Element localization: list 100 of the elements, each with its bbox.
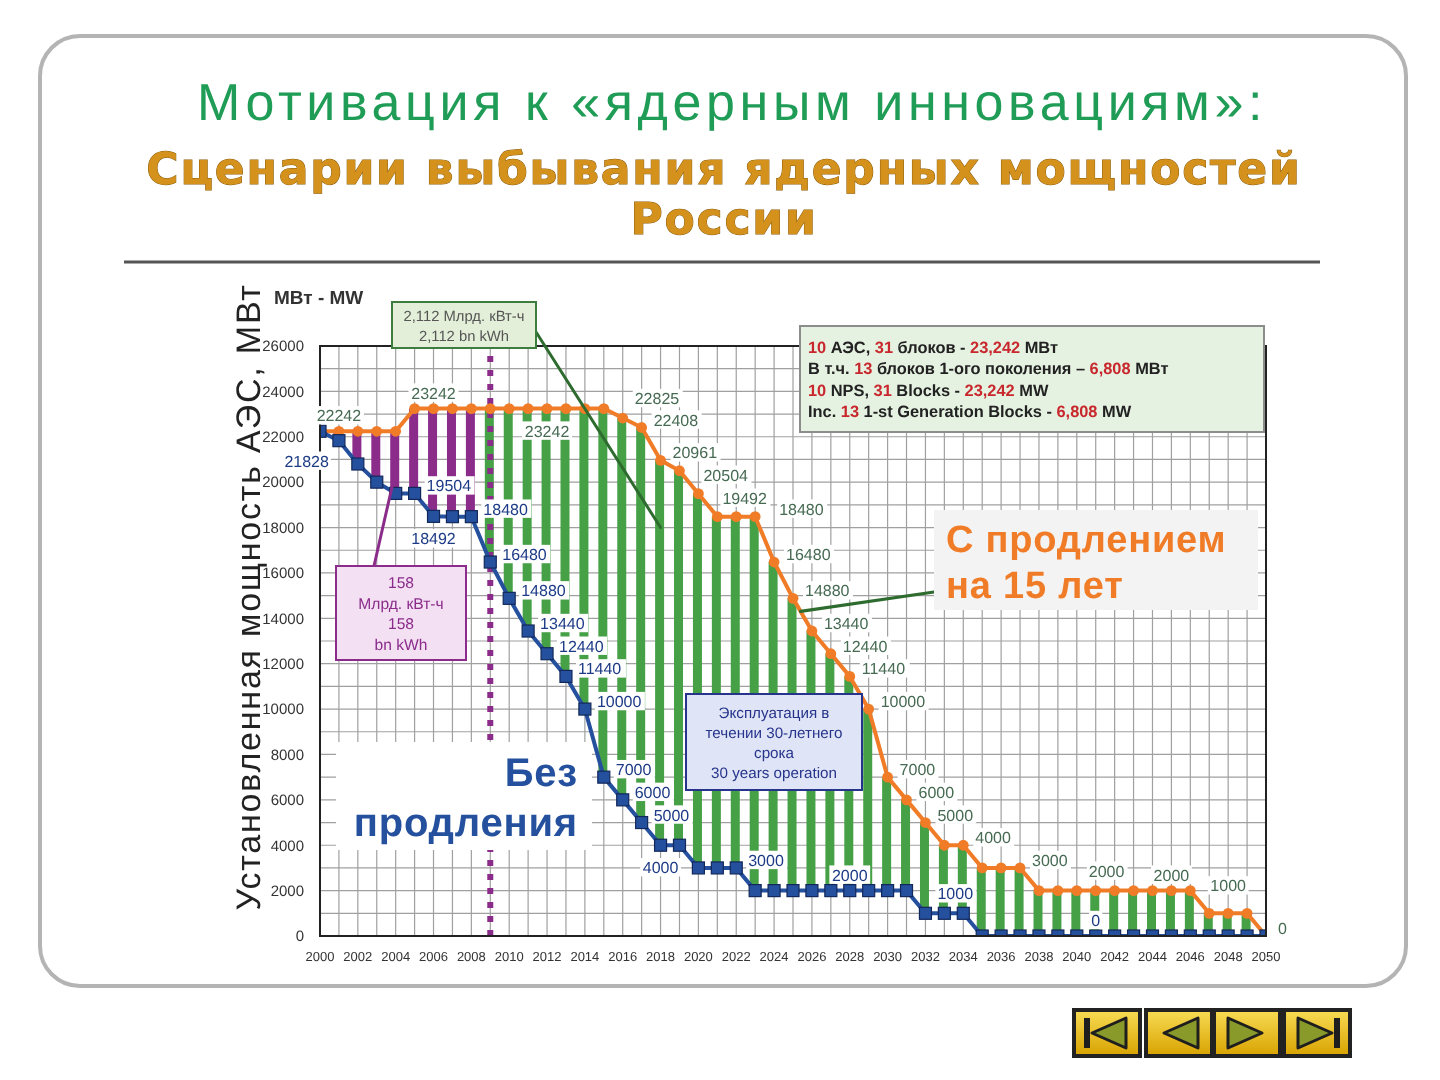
point [957,839,969,851]
point [484,403,496,414]
point [445,510,460,524]
point [937,906,951,920]
data-label: 6000 [918,782,956,801]
point [862,884,876,898]
point [1090,885,1102,897]
point [370,475,384,489]
data-label: 16480 [502,545,548,564]
point [729,861,743,875]
text: С продлением на 15 лет [946,520,1227,608]
point [806,625,818,637]
point [408,486,422,501]
point [465,403,477,414]
point [844,671,856,682]
point [502,591,516,605]
text: МВт - MW [274,288,364,310]
data-label: 2000 [1153,865,1191,884]
point [352,425,364,437]
data-label: 23242 [524,421,571,440]
point [918,906,933,920]
point [351,457,365,471]
point [805,884,819,898]
point [691,861,705,875]
data-label: 14880 [521,581,567,600]
point [1241,907,1253,919]
point [560,403,572,414]
data-label: 22825 [634,389,681,408]
data-label: 3000 [1032,850,1069,869]
point [824,884,838,898]
point [672,838,687,852]
point [598,403,610,414]
point [1147,885,1158,897]
data-label: 14880 [805,581,851,600]
point [409,403,420,414]
point [787,592,799,604]
point [899,884,914,898]
point [767,884,781,898]
point [1128,885,1139,897]
data-label: 22242 [316,406,363,425]
point [653,838,668,852]
data-label: 0 [1091,911,1102,929]
point [426,509,441,523]
data-label: 5000 [937,805,975,824]
point [825,648,837,660]
point [636,422,648,433]
data-label: 10000 [596,692,643,711]
point [976,862,988,874]
point [371,425,383,437]
point [768,556,780,568]
point [332,434,346,448]
data-label: 16480 [786,545,832,564]
data-label: 13440 [540,614,586,633]
point [503,403,515,414]
data-label: 1000 [1210,876,1248,895]
point [1052,885,1064,897]
data-label: 10000 [880,692,927,711]
point [1071,885,1083,897]
point [938,839,950,851]
point [578,702,592,716]
data-label: 0 [1278,919,1288,937]
point [540,647,554,661]
point [711,511,723,523]
point [616,793,630,807]
point [693,488,704,500]
point [748,884,762,898]
point [447,403,458,414]
data-label: 7000 [615,760,653,779]
point [674,465,685,477]
point [655,454,666,466]
point [464,510,478,524]
data-label: 1000 [937,884,975,903]
data-label: 18492 [411,529,457,548]
point [956,906,970,920]
point [1222,907,1234,919]
data-label: 4000 [642,858,680,877]
data-label: 20504 [703,465,750,484]
point [559,669,573,683]
point [1033,885,1045,897]
data-label: 2000 [1088,861,1126,880]
data-label: 13440 [823,614,870,633]
data-label: 5000 [653,805,691,824]
point [1203,907,1215,919]
point [882,771,893,783]
point [617,412,629,424]
data-label: 12440 [842,636,889,655]
point [1166,885,1177,897]
point [786,884,800,898]
point [863,703,875,715]
text: 10 АЭС, 31 блоков - 23,242 МВт В т.ч. 13 блоков 1-ого поколения – 6,808 МВт 10 NPS, 31 Blocks - 23,242 MW Inc. 13 1-st Generation Blocks - 6,808 MW [808,337,1169,421]
point [995,862,1007,874]
data-label: 19504 [426,476,473,495]
data-label: 4000 [975,828,1012,847]
data-label: 3000 [748,850,785,869]
chart-title: Мотивация к «ядерным инновациям»: [197,72,1267,132]
data-label: 19492 [722,488,768,507]
point [483,555,497,569]
data-label: 20961 [672,443,719,462]
point [521,624,535,638]
data-label: 11440 [861,659,907,678]
